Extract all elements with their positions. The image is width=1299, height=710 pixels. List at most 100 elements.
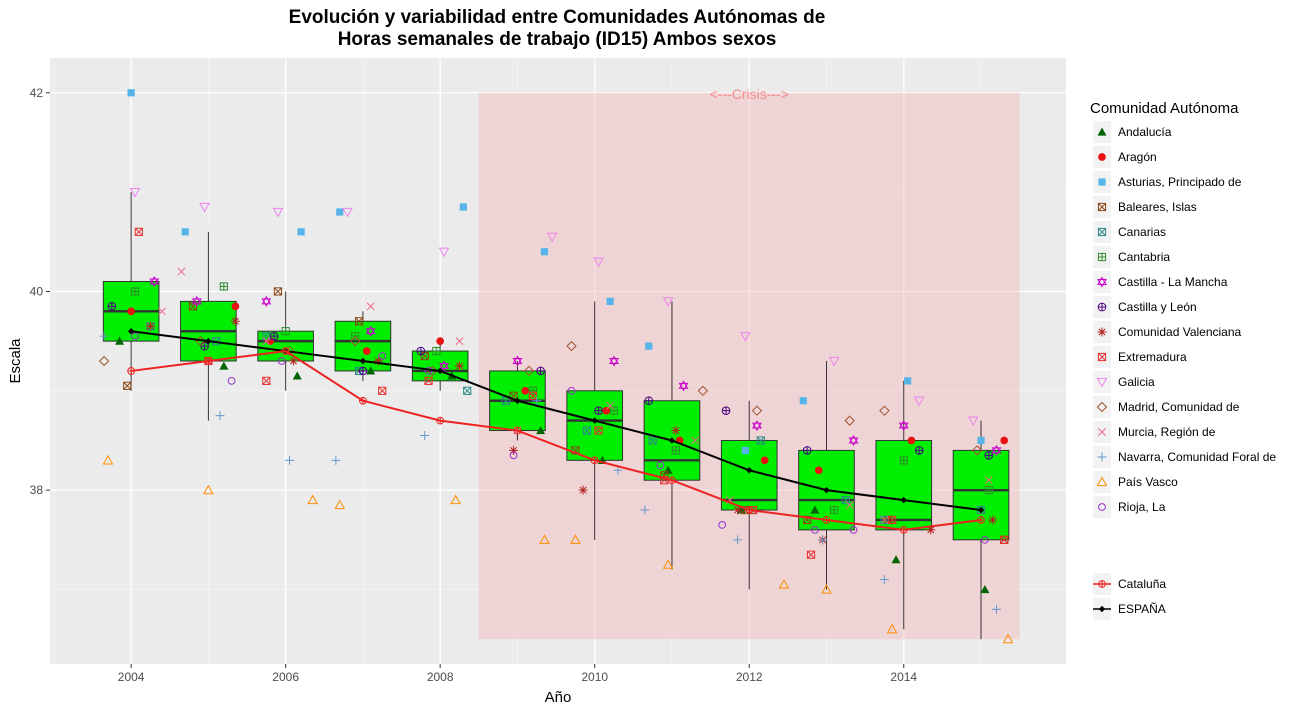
data-point: [378, 386, 387, 395]
data-point: [145, 321, 155, 331]
legend-item: País Vasco: [1093, 471, 1178, 493]
data-point: [606, 297, 614, 305]
data-point: [888, 515, 897, 525]
series-castilla-y-le-n: [107, 302, 994, 460]
data-point: [455, 337, 464, 346]
legend-marker: [1097, 252, 1107, 262]
data-point: [181, 228, 189, 236]
series-line: [130, 350, 982, 531]
line-point: [977, 516, 985, 524]
line-catalu-a: [127, 347, 985, 534]
data-point: [606, 401, 615, 410]
data-point: [107, 302, 117, 311]
data-point: [980, 535, 989, 544]
data-point: [845, 501, 854, 510]
legend-label: Aragón: [1118, 150, 1157, 164]
line-point: [205, 337, 212, 345]
series-castilla-la-mancha: [149, 276, 1002, 456]
data-point: [886, 623, 898, 634]
y-tick-label: 42: [30, 86, 44, 100]
chart-title-line2: Horas semanales de trabajo (ID15) Ambos …: [338, 29, 777, 50]
legend-item: Cataluña: [1093, 573, 1166, 595]
crisis-label: <---Crisis--->: [710, 86, 789, 102]
data-point: [512, 355, 523, 367]
legend-item: Castilla - La Mancha: [1093, 271, 1228, 293]
legend-key: [1093, 371, 1111, 393]
data-point: [227, 376, 236, 385]
line-point: [823, 486, 830, 494]
line-point: [204, 357, 213, 365]
legend-marker: [1097, 327, 1107, 337]
line-point: [513, 426, 522, 435]
data-point: [432, 346, 441, 356]
data-point: [914, 446, 924, 455]
data-point: [891, 555, 901, 564]
data-point: [354, 317, 364, 326]
legend-title: Comunidad Autónoma: [1090, 100, 1239, 117]
legend-marker: [1097, 127, 1107, 136]
data-point: [802, 446, 812, 455]
legend-item: Navarra, Comunidad Foral de: [1093, 446, 1276, 468]
data-point: [984, 486, 993, 495]
x-tick-label: 2012: [736, 670, 763, 684]
data-point: [362, 347, 371, 355]
data-point: [570, 534, 581, 544]
data-point: [272, 207, 284, 218]
legend-item: Murcia, Región de: [1093, 421, 1216, 443]
data-point: [984, 476, 993, 485]
data-point: [262, 337, 271, 346]
legend-key: [1093, 396, 1111, 418]
legend-item: Asturias, Principado de: [1093, 171, 1242, 193]
data-point: [971, 445, 983, 456]
data-point: [645, 342, 653, 350]
data-point: [691, 436, 700, 445]
data-point: [1002, 633, 1014, 644]
data-point: [521, 386, 529, 395]
data-point: [288, 356, 298, 366]
legend-item: Comunidad Valenciana: [1093, 321, 1242, 343]
data-point: [907, 436, 916, 445]
legend-item: Castilla y León: [1093, 296, 1197, 318]
data-point: [879, 575, 889, 585]
legend-label: Cataluña: [1118, 577, 1166, 591]
line-point: [514, 397, 521, 404]
data-point: [841, 495, 850, 505]
data-point: [99, 331, 109, 341]
legend-marker: [1096, 476, 1108, 487]
line-point: [745, 506, 754, 514]
data-point: [1000, 436, 1009, 445]
data-point: [662, 297, 674, 307]
data-point: [424, 376, 433, 385]
data-point: [416, 346, 426, 356]
data-point: [336, 208, 344, 216]
y-tick-label: 40: [30, 284, 44, 298]
data-point: [219, 361, 229, 370]
series-pa-s-vasco: [102, 454, 1014, 644]
data-point: [821, 583, 832, 594]
legend-lines: Cataluña ESPAÑA: [1093, 573, 1166, 620]
data-point: [366, 302, 375, 311]
data-point: [602, 406, 611, 415]
data-point: [578, 485, 588, 495]
data-point: [331, 455, 341, 465]
data-point: [880, 515, 889, 524]
data-point: [904, 377, 912, 385]
data-point: [752, 420, 762, 432]
data-point: [721, 406, 731, 415]
box-2006: [257, 291, 314, 391]
x-tick-label: 2014: [890, 670, 917, 684]
data-point: [215, 411, 225, 421]
data-point: [365, 325, 376, 337]
data-point: [582, 426, 592, 435]
data-point: [281, 327, 290, 336]
data-point: [848, 434, 859, 446]
legend-item: Rioja, La: [1093, 496, 1166, 518]
data-point: [648, 436, 657, 445]
data-point: [844, 415, 855, 426]
data-point: [230, 316, 240, 326]
legend-marker: [1097, 276, 1107, 288]
data-point: [540, 248, 549, 256]
legend-label: Canarias: [1118, 225, 1166, 239]
chart-title-line1: Evolución y variabilidad entre Comunidad…: [289, 7, 826, 28]
data-point: [760, 456, 769, 465]
